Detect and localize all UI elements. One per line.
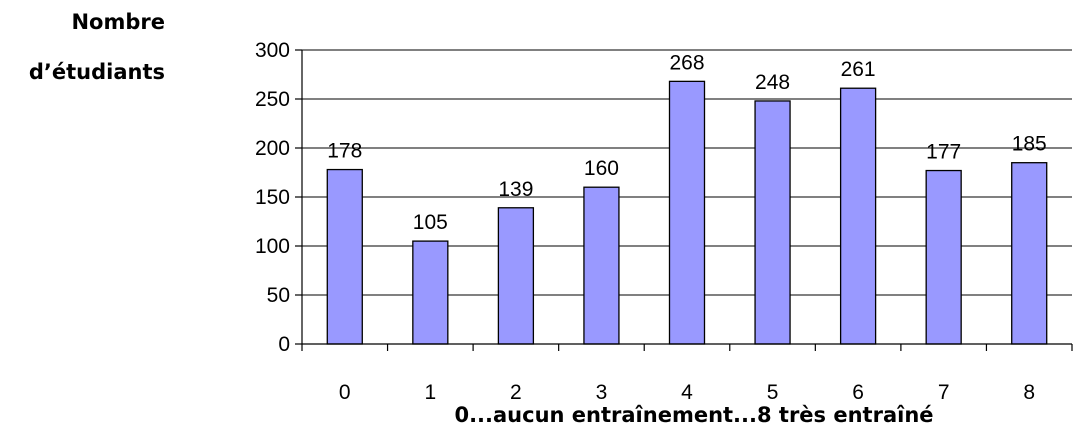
- y-axis-title-line-1: Nombre: [71, 10, 165, 34]
- bar-3: [583, 186, 620, 345]
- data-label: 139: [498, 178, 533, 201]
- bar-0: [326, 168, 363, 345]
- y-tick-label: 150: [255, 186, 290, 209]
- bar-2: [497, 207, 535, 345]
- y-tick-label: 200: [255, 137, 290, 160]
- y-tick-label: 50: [267, 284, 290, 307]
- x-tick-label: 0: [339, 381, 351, 404]
- data-label: 160: [584, 157, 619, 180]
- y-tick-label: 0: [278, 333, 290, 356]
- data-label: 177: [926, 141, 961, 164]
- data-label: 178: [327, 140, 362, 163]
- data-labels: 178 105 139 160 268 248 261 177 185: [327, 51, 1046, 234]
- y-axis-title-line-2: d’étudiants: [29, 60, 165, 84]
- x-tick-label: 8: [1023, 381, 1035, 404]
- bar-1: [412, 240, 449, 345]
- data-label: 248: [755, 71, 790, 94]
- x-tick-label: 3: [596, 381, 608, 404]
- x-tick-label: 2: [510, 381, 522, 404]
- y-tick-labels: 0 50 100 150 200 250 300: [255, 39, 290, 356]
- x-tick-label: 6: [852, 381, 864, 404]
- y-tick-label: 250: [255, 88, 290, 111]
- data-label: 185: [1012, 133, 1047, 156]
- axes: [295, 49, 1073, 351]
- data-label: 105: [413, 211, 448, 234]
- x-tick-label: 1: [424, 381, 436, 404]
- x-axis-title: 0...aucun entraînement...8 très entraîné: [454, 403, 933, 427]
- bar-6: [839, 87, 877, 345]
- x-tick-label: 4: [681, 381, 693, 404]
- bar-7: [925, 169, 962, 345]
- data-label: 268: [669, 51, 704, 74]
- data-label: 261: [841, 58, 876, 81]
- bar-4: [668, 80, 706, 345]
- x-tick-label: 7: [938, 381, 950, 404]
- bar-5: [754, 100, 791, 345]
- y-tick-label: 300: [255, 39, 290, 62]
- bars: [326, 80, 1048, 345]
- x-tick-labels: 0 1 2 3 4 5 6 7 8: [339, 381, 1035, 404]
- bar-8: [1011, 162, 1048, 345]
- x-tick-label: 5: [767, 381, 779, 404]
- y-tick-label: 100: [255, 235, 290, 258]
